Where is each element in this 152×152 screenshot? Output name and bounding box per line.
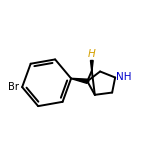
Polygon shape [90, 60, 93, 71]
Text: Br: Br [9, 82, 19, 92]
Text: H: H [88, 49, 96, 59]
Text: NH: NH [116, 72, 132, 82]
Polygon shape [71, 78, 88, 83]
